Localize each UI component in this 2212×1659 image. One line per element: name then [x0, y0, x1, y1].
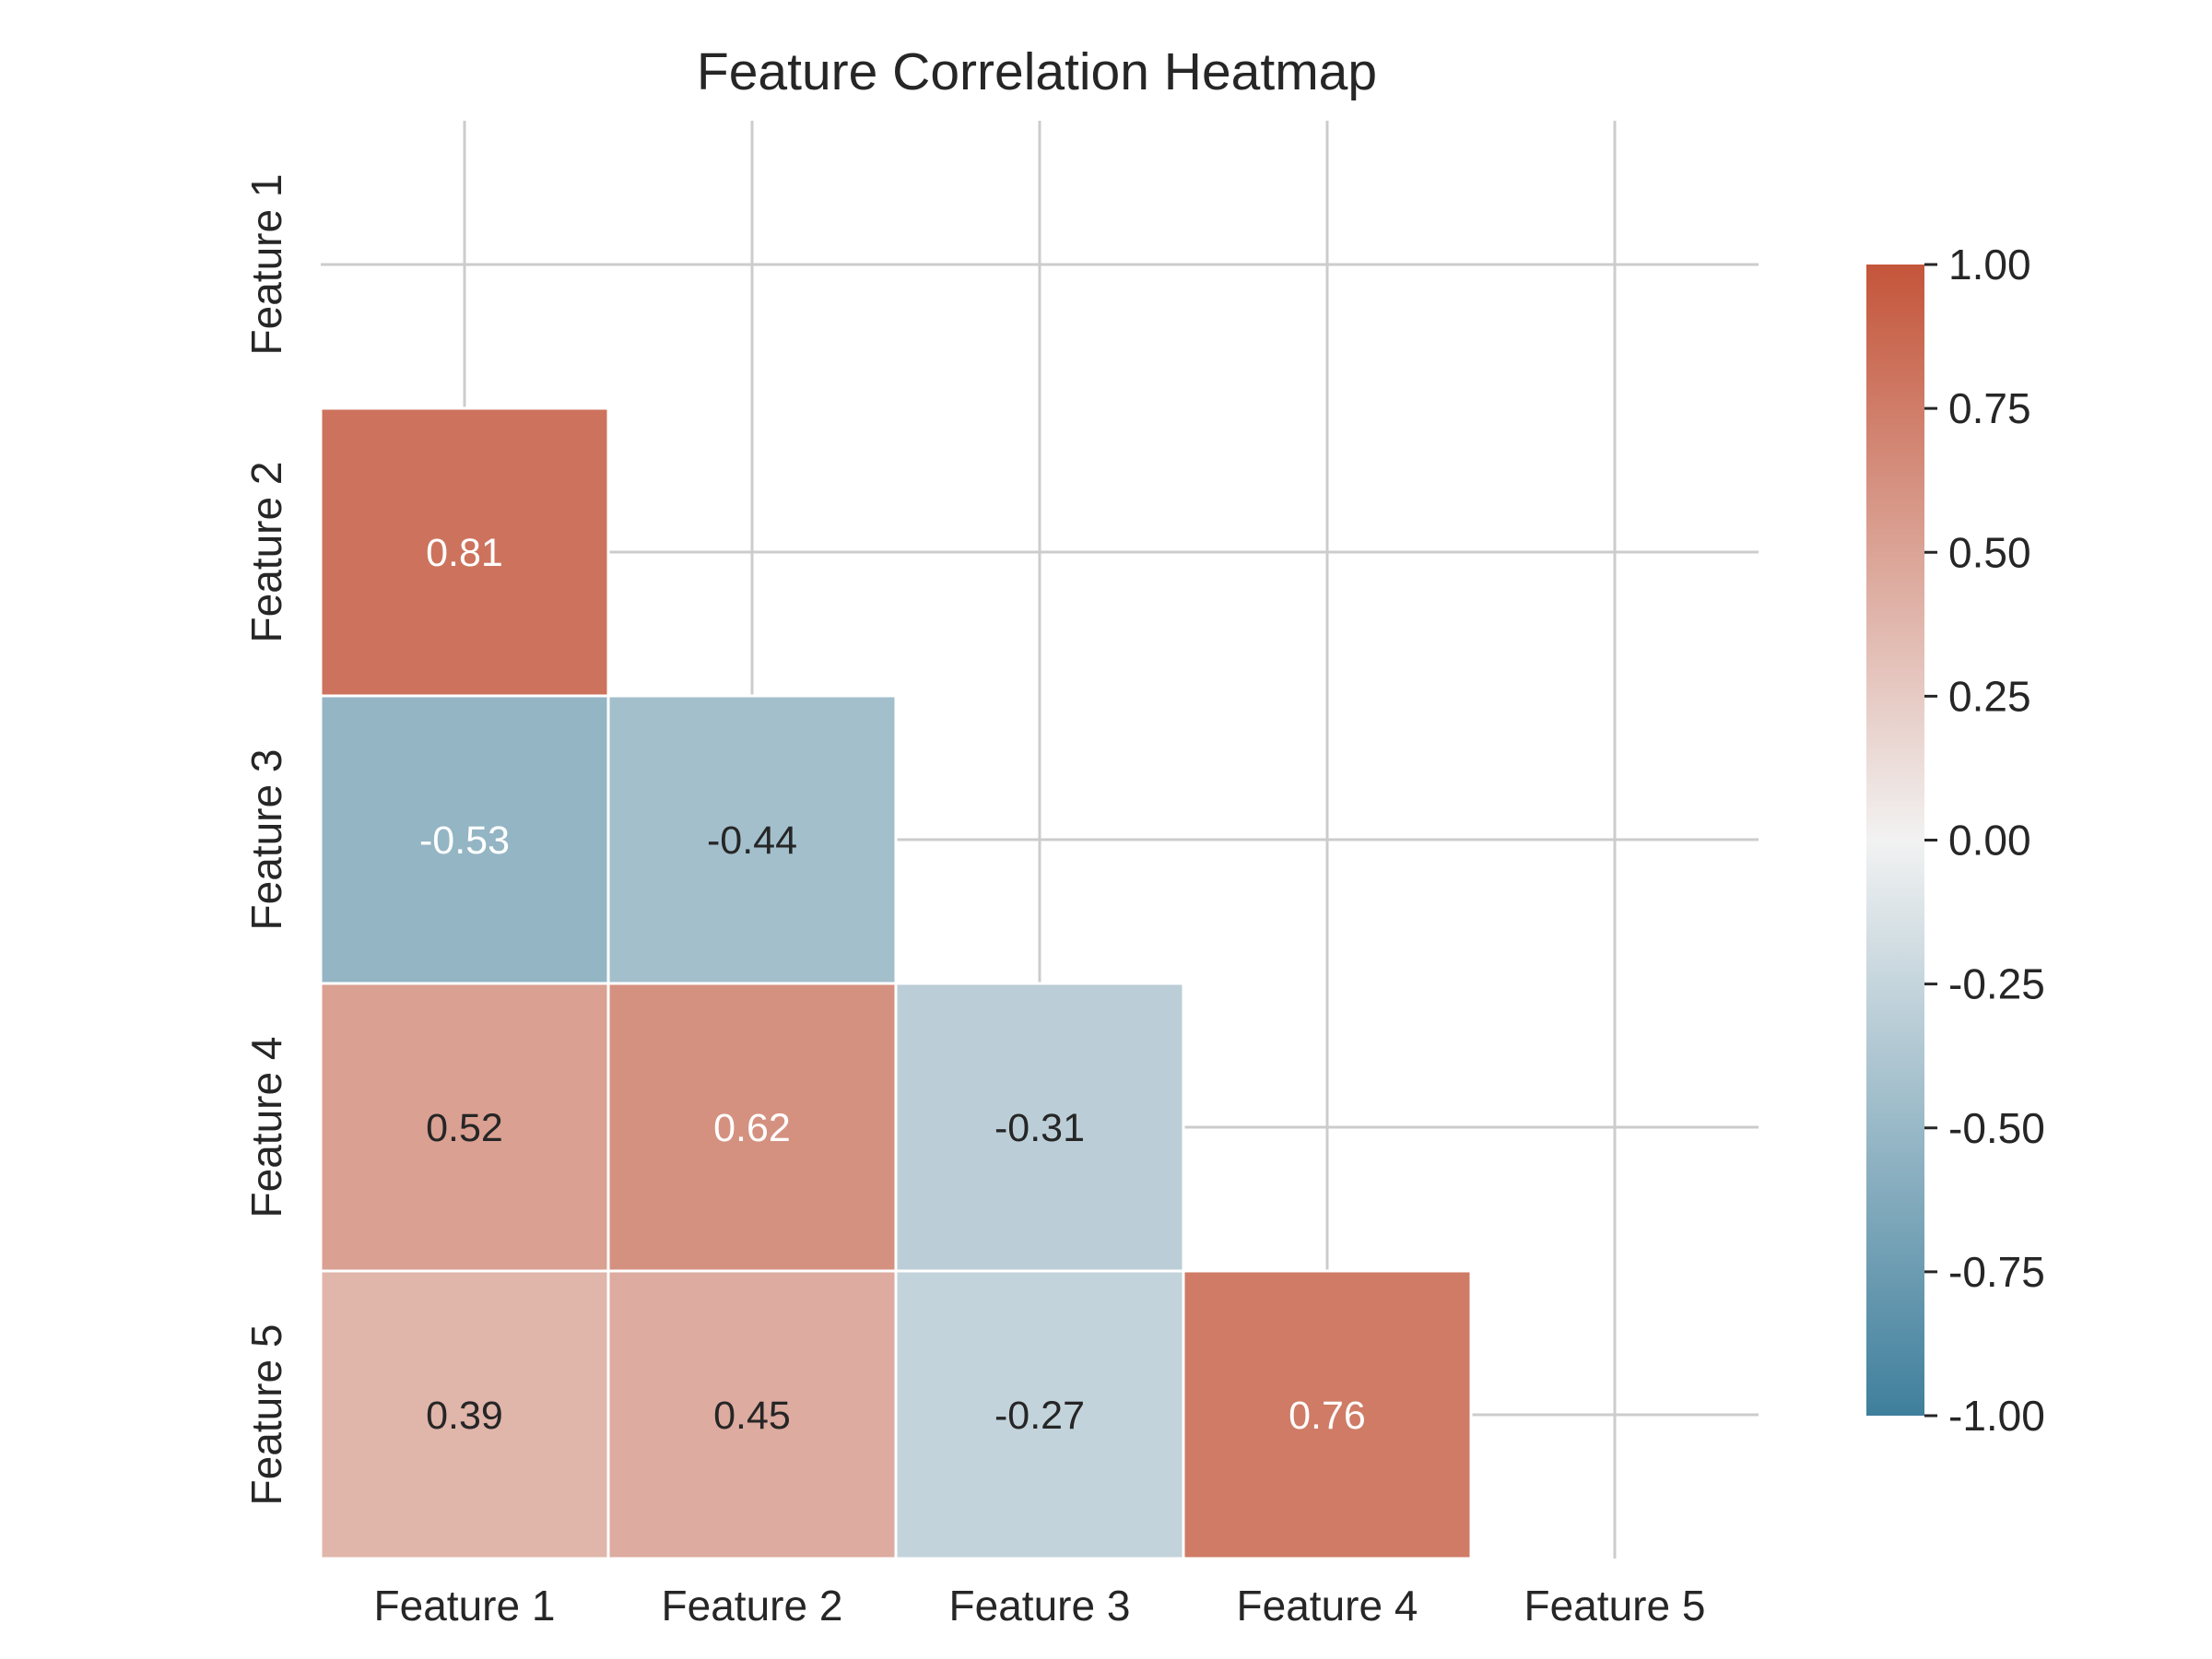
y-axis-tick-labels: Feature 1 Feature 2 Feature 3 Feature 4 Feat… — [242, 174, 290, 1506]
cell-value-label: 0.62 — [713, 1106, 791, 1150]
x-tick-label: Feature 1 — [374, 1582, 556, 1630]
y-tick-label: Feature 2 — [242, 462, 290, 643]
cell-value-label: 0.81 — [426, 531, 503, 575]
chart-title: Feature Correlation Heatmap — [697, 42, 1377, 101]
colorbar-tick-label: 0.00 — [1948, 817, 2031, 865]
heatmap-cell — [319, 982, 610, 1273]
heatmap-cell — [606, 1269, 898, 1560]
cell-value-label: -0.31 — [994, 1106, 1085, 1150]
x-tick-label: Feature 2 — [662, 1582, 843, 1630]
colorbar-tick-label: -0.50 — [1948, 1104, 2045, 1152]
cell-value-label: -0.27 — [994, 1394, 1085, 1438]
heatmap-cell — [319, 1269, 610, 1560]
colorbar-tick-label: 0.75 — [1948, 384, 2031, 432]
cell-value-label: 0.45 — [713, 1394, 791, 1438]
heatmap-cell — [894, 982, 1185, 1273]
colorbar-gradient — [1866, 265, 1924, 1416]
cell-value-label: 0.39 — [426, 1394, 503, 1438]
heatmap-cell — [319, 694, 610, 985]
x-tick-label: Feature 5 — [1524, 1582, 1706, 1630]
y-tick-label: Feature 1 — [242, 174, 290, 356]
x-tick-label: Feature 3 — [949, 1582, 1131, 1630]
y-tick-label: Feature 4 — [242, 1037, 290, 1218]
heatmap-cell — [319, 406, 610, 698]
heatmap-cell — [606, 982, 898, 1273]
colorbar-tick-label: 0.25 — [1948, 672, 2031, 720]
colorbar-tick-label: -0.25 — [1948, 960, 2045, 1008]
x-axis-tick-labels: Feature 1 Feature 2 Feature 3 Feature 4 Feat… — [374, 1582, 1706, 1630]
x-tick-label: Feature 4 — [1237, 1582, 1418, 1630]
y-tick-label: Feature 3 — [242, 749, 290, 931]
colorbar-tick-label: 0.50 — [1948, 528, 2031, 576]
colorbar-tick-label: -1.00 — [1948, 1392, 2045, 1440]
cell-value-label: -0.53 — [419, 818, 510, 863]
heatmap-cell — [894, 1269, 1185, 1560]
heatmap-cells: 0.81 -0.53 -0.44 0.52 0.62 -0.31 0.39 0.45 -0.27… — [319, 406, 1473, 1560]
colorbar: 1.00 0.75 0.50 0.25 0.00 -0.25 -0.50 -0.75 -1.00 — [1866, 241, 2045, 1440]
y-tick-label: Feature 5 — [242, 1324, 290, 1506]
cell-value-label: -0.44 — [707, 818, 797, 863]
heatmap-cell — [1182, 1269, 1473, 1560]
cell-value-label: 0.76 — [1288, 1394, 1366, 1438]
colorbar-tick-label: -0.75 — [1948, 1248, 2045, 1296]
cell-value-label: 0.52 — [426, 1106, 503, 1150]
colorbar-tick-label: 1.00 — [1948, 241, 2031, 288]
